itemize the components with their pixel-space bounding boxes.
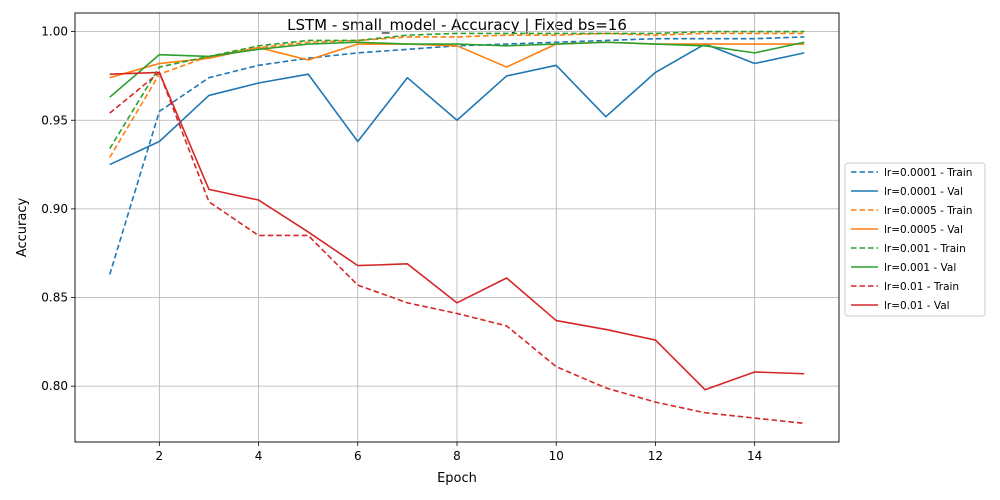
legend-label: lr=0.0005 - Train [884, 205, 972, 217]
legend-label: lr=0.01 - Val [884, 300, 950, 312]
x-tick-label: 8 [453, 449, 461, 463]
x-axis-ticks: 2 4 6 8 10 12 14 [156, 442, 762, 463]
legend-label: lr=0.0001 - Val [884, 186, 963, 198]
series-line-lr-0-001-train [109, 30, 805, 150]
x-tick-label: 6 [354, 449, 362, 463]
x-tick-label: 10 [549, 449, 564, 463]
series-line-lr-0-01-val [109, 71, 805, 391]
legend-label: lr=0.01 - Train [884, 281, 959, 293]
x-axis-label: Epoch [437, 471, 477, 486]
plot-series [108, 30, 805, 425]
x-tick-label: 12 [648, 449, 663, 463]
legend-label: lr=0.001 - Val [884, 262, 956, 274]
x-tick-label: 4 [255, 449, 263, 463]
legend-frame [844, 162, 986, 317]
y-tick-label: 0.80 [41, 379, 68, 393]
y-axis-ticks: 0.80 0.85 0.90 0.95 1.00 [41, 25, 75, 393]
series-line-lr-0-0001-val [109, 43, 805, 166]
grid [75, 13, 839, 442]
y-tick-label: 1.00 [41, 25, 68, 39]
y-axis-label: Accuracy [15, 198, 30, 258]
legend-label: lr=0.001 - Train [884, 243, 966, 255]
x-tick-label: 14 [747, 449, 762, 463]
y-tick-label: 0.85 [41, 291, 68, 305]
series-line-lr-0-01-train [109, 71, 805, 425]
y-tick-label: 0.90 [41, 202, 68, 216]
legend: lr=0.0001 - Train lr=0.0001 - Val lr=0.000… [844, 162, 986, 317]
y-tick-label: 0.95 [41, 113, 68, 127]
series-line-lr-0-001-val [109, 41, 805, 98]
legend-label: lr=0.0005 - Val [884, 224, 963, 236]
x-tick-label: 2 [156, 449, 164, 463]
legend-label: lr=0.0001 - Train [884, 167, 972, 179]
